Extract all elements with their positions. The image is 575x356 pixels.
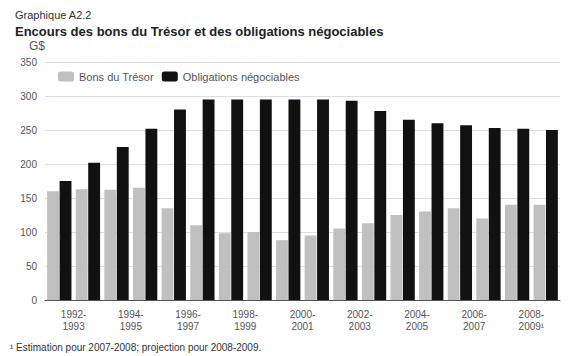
svg-text:1997: 1997 [177,321,200,332]
svg-text:2001: 2001 [291,321,314,332]
svg-text:1992-: 1992- [61,309,87,320]
svg-text:0: 0 [31,295,37,306]
svg-text:2007: 2007 [463,321,486,332]
svg-text:250: 250 [20,125,37,136]
svg-text:150: 150 [20,193,37,204]
svg-text:50: 50 [26,261,38,272]
svg-text:200: 200 [20,159,37,170]
svg-text:2006-: 2006- [461,309,487,320]
svg-text:1994-: 1994- [118,309,144,320]
svg-text:Obligations négociables: Obligations négociables [183,71,300,83]
svg-text:1998-: 1998- [232,309,258,320]
svg-text:2003: 2003 [349,321,372,332]
svg-text:1995: 1995 [120,321,143,332]
svg-text:2004-: 2004- [404,309,430,320]
svg-text:2002-: 2002- [347,309,373,320]
svg-text:G$: G$ [29,39,45,53]
svg-text:Graphique A2.2: Graphique A2.2 [15,9,91,21]
svg-text:1996-: 1996- [175,309,201,320]
svg-text:Bons du Trésor: Bons du Trésor [79,71,154,83]
svg-text:350: 350 [20,57,37,68]
svg-text:Encours des bons du Trésor et: Encours des bons du Trésor et des obliga… [15,24,383,39]
svg-text:2008-: 2008- [519,309,545,320]
svg-text:1999: 1999 [234,321,257,332]
svg-text:2000-: 2000- [290,309,316,320]
svg-text:1993: 1993 [62,321,85,332]
svg-text:2009¹: 2009¹ [519,321,545,332]
svg-text:300: 300 [20,91,37,102]
svg-text:2005: 2005 [406,321,429,332]
svg-text:¹ Estimation pour 2007-2008; p: ¹ Estimation pour 2007-2008; projection … [10,342,261,353]
svg-text:100: 100 [20,227,37,238]
